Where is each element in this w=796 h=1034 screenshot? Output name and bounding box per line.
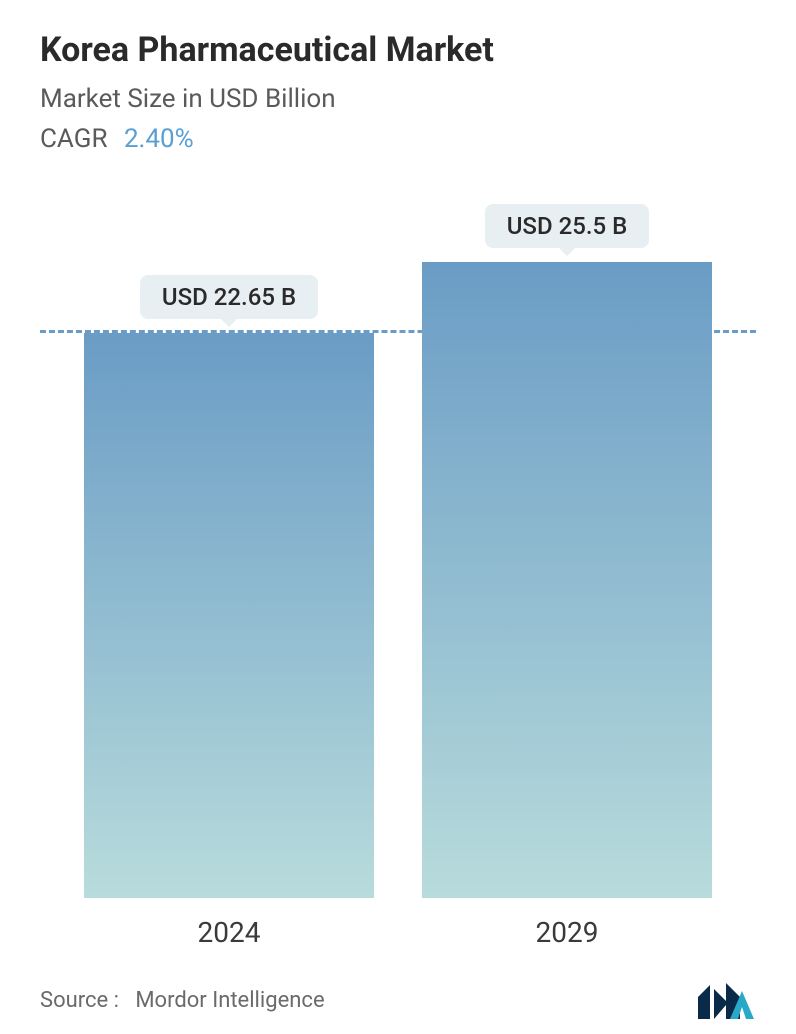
cagr-row: CAGR 2.40% (40, 124, 756, 154)
source-name: Mordor Intelligence (135, 988, 324, 1013)
value-label-1: USD 25.5 B (485, 204, 650, 248)
bar-1 (422, 262, 712, 898)
source-text: Source : Mordor Intelligence (40, 988, 325, 1013)
chart-area: USD 22.65 B USD 25.5 B (40, 204, 756, 898)
chart-title: Korea Pharmaceutical Market (40, 30, 756, 70)
value-label-0: USD 22.65 B (140, 275, 318, 319)
x-label-0: 2024 (84, 916, 374, 949)
chart-footer: Source : Mordor Intelligence (40, 949, 756, 1031)
cagr-label: CAGR (40, 124, 107, 154)
x-label-1: 2029 (422, 916, 712, 949)
logo-icon (696, 979, 756, 1021)
source-prefix: Source : (40, 988, 119, 1013)
x-axis-labels: 2024 2029 (40, 898, 756, 949)
cagr-value: 2.40% (124, 124, 194, 154)
chart-subtitle: Market Size in USD Billion (40, 84, 756, 114)
bar-0 (84, 333, 374, 898)
chart-container: Korea Pharmaceutical Market Market Size … (0, 0, 796, 1034)
bar-group-0: USD 22.65 B (84, 275, 374, 898)
bar-group-1: USD 25.5 B (422, 204, 712, 898)
